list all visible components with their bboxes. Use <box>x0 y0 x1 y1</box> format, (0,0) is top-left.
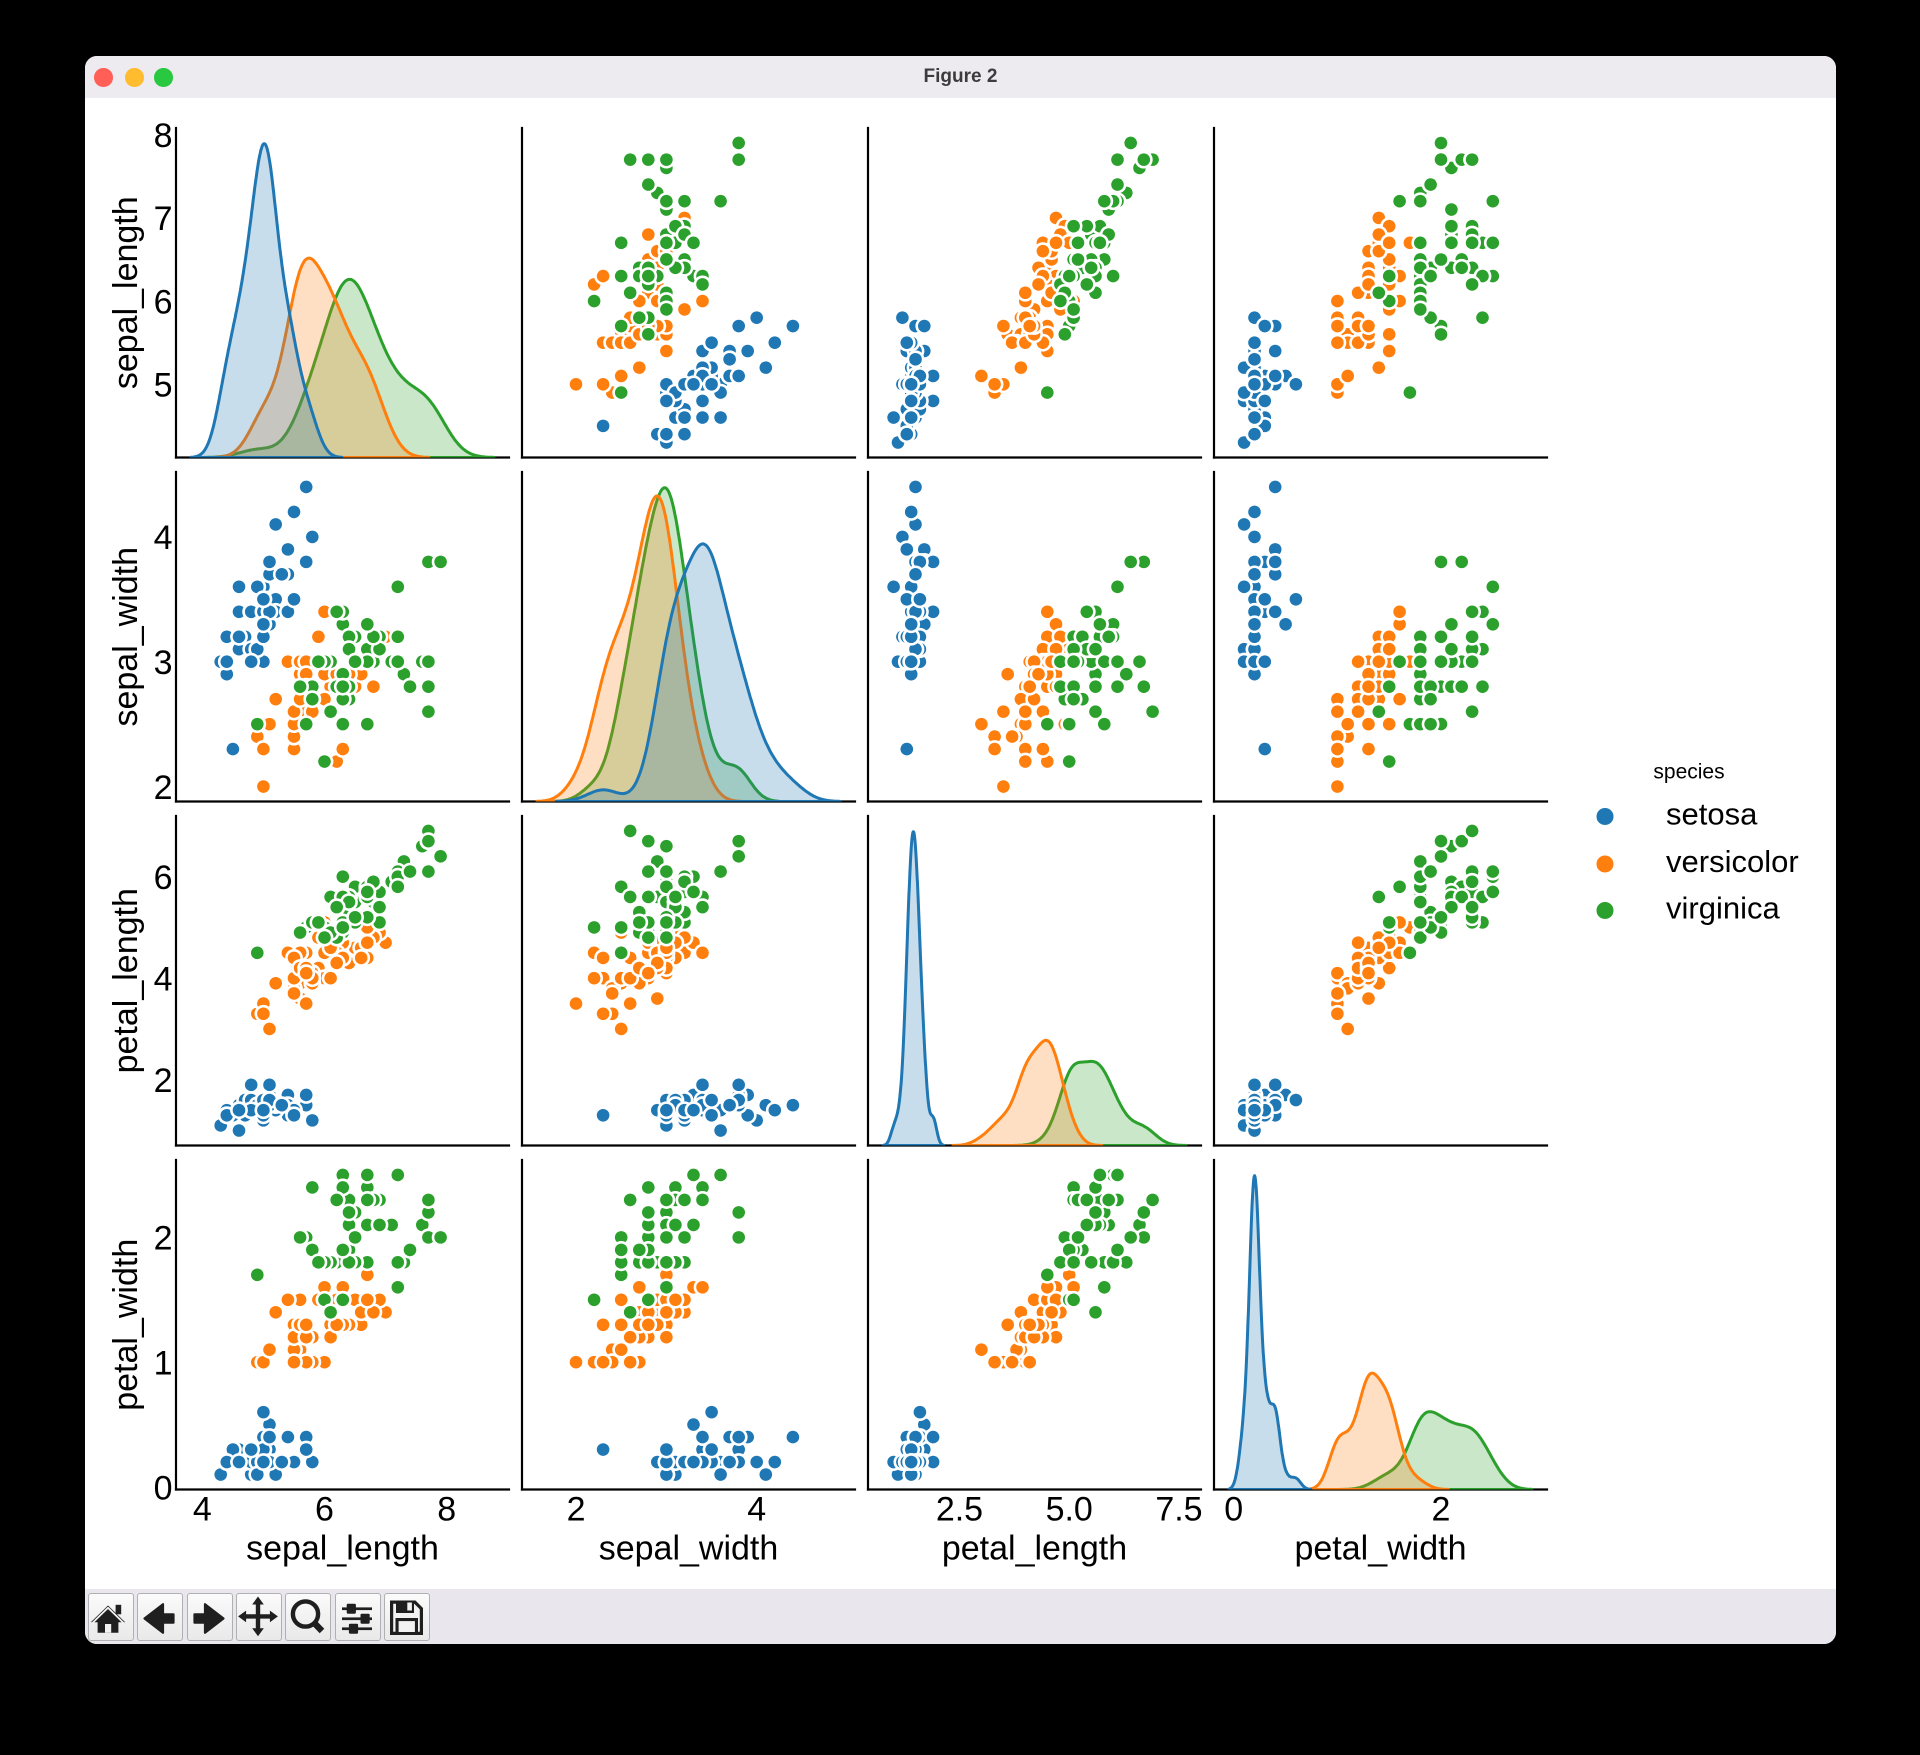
svg-text:petal_width: petal_width <box>107 1239 145 1411</box>
svg-text:1: 1 <box>154 1345 173 1383</box>
svg-text:petal_length: petal_length <box>107 888 145 1073</box>
svg-text:2.5: 2.5 <box>936 1491 983 1529</box>
svg-text:4: 4 <box>154 519 173 557</box>
svg-text:2: 2 <box>567 1491 586 1529</box>
svg-text:5: 5 <box>154 367 173 405</box>
svg-text:sepal_width: sepal_width <box>107 547 145 727</box>
svg-text:2: 2 <box>154 769 173 807</box>
svg-text:versicolor: versicolor <box>1666 844 1799 879</box>
svg-text:7: 7 <box>154 200 173 238</box>
svg-text:3: 3 <box>154 644 173 682</box>
svg-text:sepal_length: sepal_length <box>246 1529 439 1567</box>
svg-text:2: 2 <box>1432 1491 1451 1529</box>
svg-text:8: 8 <box>437 1491 456 1529</box>
svg-text:8: 8 <box>154 117 173 155</box>
svg-text:5.0: 5.0 <box>1046 1491 1093 1529</box>
svg-text:2: 2 <box>154 1220 173 1258</box>
svg-text:2: 2 <box>154 1062 173 1100</box>
svg-text:sepal_width: sepal_width <box>599 1529 779 1567</box>
svg-text:6: 6 <box>154 859 173 897</box>
svg-text:7.5: 7.5 <box>1155 1491 1202 1529</box>
svg-text:petal_length: petal_length <box>942 1529 1127 1567</box>
svg-text:4: 4 <box>193 1491 212 1529</box>
svg-text:4: 4 <box>154 961 173 999</box>
svg-text:6: 6 <box>154 283 173 321</box>
svg-text:4: 4 <box>747 1491 766 1529</box>
svg-text:virginica: virginica <box>1666 891 1780 926</box>
svg-text:species: species <box>1653 760 1724 783</box>
svg-text:0: 0 <box>154 1469 173 1507</box>
svg-text:setosa: setosa <box>1666 797 1758 832</box>
svg-text:6: 6 <box>315 1491 334 1529</box>
svg-text:sepal_length: sepal_length <box>107 196 145 389</box>
svg-text:petal_width: petal_width <box>1294 1529 1466 1567</box>
svg-text:0: 0 <box>1224 1491 1243 1529</box>
